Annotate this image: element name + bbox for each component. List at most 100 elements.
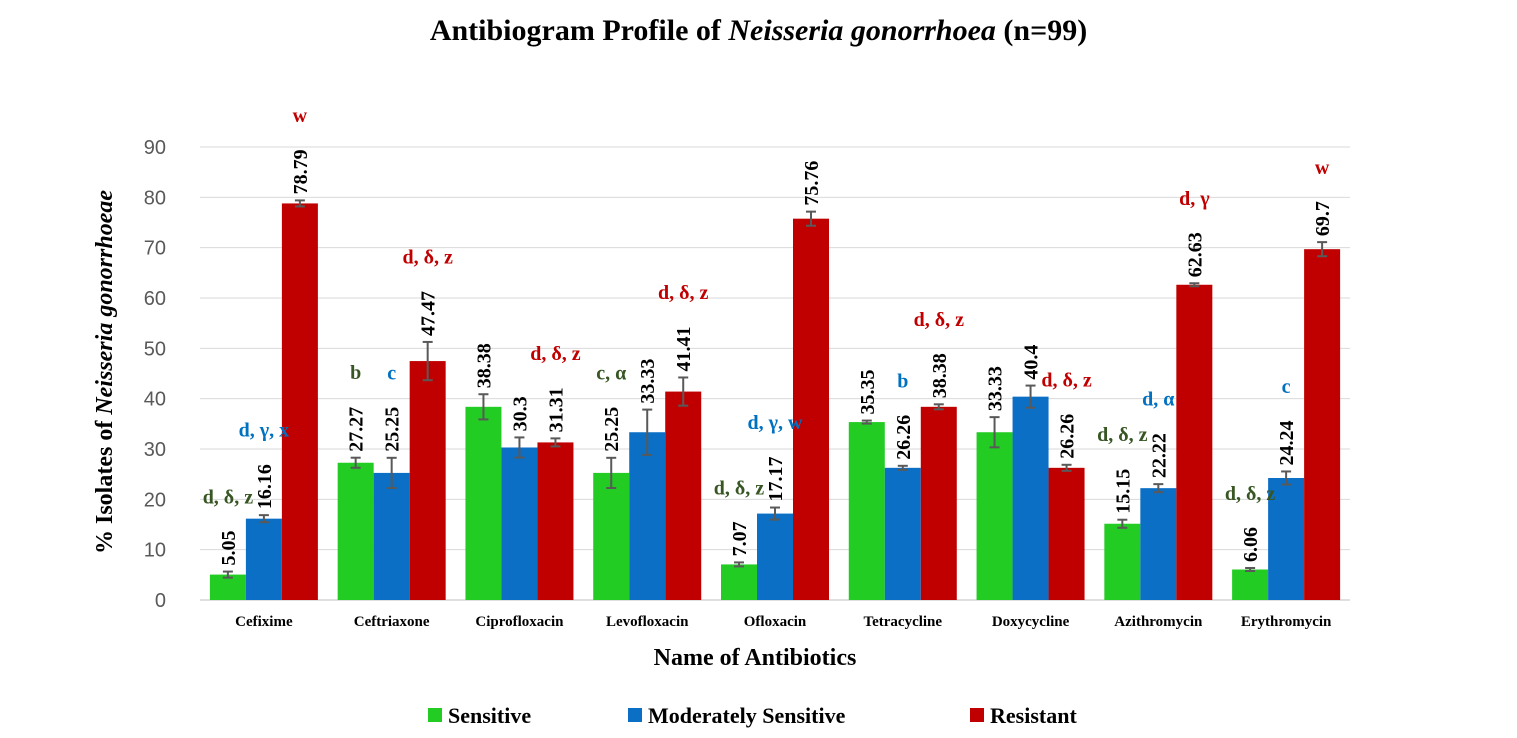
significance-annotation: d, γ [1179,188,1210,210]
error-bars [222,199,1328,579]
data-label: 26.26 [893,415,915,460]
bar [1176,284,1213,600]
bar [209,574,246,600]
bar [1268,477,1305,600]
bar [337,462,374,600]
significance-annotation: w [1315,157,1330,179]
x-axis-categories: Cefixime Ceftriaxone Ciprofloxacin Levoflox… [235,614,1332,630]
data-label: 24.24 [1276,420,1298,465]
chart-title-italic: Neisseria gonorrhoea [728,14,996,47]
data-label: 27.27 [346,407,368,452]
x-category-label: Ciprofloxacin [475,614,564,630]
bar [1232,569,1269,600]
bar [629,432,666,600]
legend-swatch [628,708,642,722]
bar [757,513,793,600]
x-category-label: Erythromycin [1241,614,1332,630]
bar [537,442,574,600]
data-label: 25.25 [601,407,623,452]
bar [501,447,538,600]
y-axis-title-italic: Neisseria gonorrhoeae [92,190,118,416]
data-label: 30.3 [509,396,531,431]
significance-annotation: d, δ, z [914,309,965,331]
y-axis-ticks: 0 10 20 30 40 50 60 70 80 90 [144,137,166,612]
legend-swatch [428,708,442,722]
bar [1140,488,1177,600]
x-category-label: Azithromycin [1114,614,1203,630]
data-label: 41.41 [673,326,695,371]
bar [1304,249,1341,600]
y-tick-label: 70 [144,238,166,260]
data-label: 5.05 [218,531,240,566]
significance-annotation: b [350,362,361,384]
significance-annotation: c [387,362,396,384]
legend: Sensitive Moderately Sensitive Resistant [428,703,1077,728]
bar [848,422,885,600]
data-label: 15.15 [1112,469,1134,514]
bar [920,406,957,600]
data-label: 40.4 [1021,345,1043,380]
data-label: 38.38 [929,353,951,398]
bar [409,361,446,600]
bar [593,472,630,600]
significance-annotation: d, δ, z [1097,424,1148,446]
significance-annotation: c, α [596,362,626,384]
x-category-label: Doxycycline [992,614,1070,630]
x-category-label: Levofloxacin [606,614,689,630]
chart-title-suffix: (n=99) [995,14,1088,47]
data-label: 69.7 [1312,201,1334,236]
y-axis-title-prefix: % Isolates of [92,415,118,554]
data-label: 35.35 [857,370,879,415]
bar [1104,523,1141,600]
significance-annotation: d, δ, z [1225,483,1276,505]
data-label: 47.47 [418,291,440,336]
bar [245,518,282,600]
y-tick-label: 40 [144,389,166,411]
data-label: 62.63 [1184,232,1206,277]
data-label: 22.22 [1148,433,1170,478]
bar [1012,396,1049,600]
significance-annotation: d, δ, z [203,487,254,509]
data-label: 33.33 [985,366,1007,411]
x-category-label: Ofloxacin [744,614,807,630]
data-label: 17.17 [765,457,787,502]
y-axis-title: % Isolates of Neisseria gonorrhoeae [92,190,118,554]
bar [465,406,502,600]
y-tick-label: 90 [144,137,166,159]
bars [209,203,1341,601]
significance-annotation: c [1282,376,1291,398]
significance-annotation: b [897,370,908,392]
bar [665,391,702,600]
y-tick-label: 20 [144,489,166,511]
bar [373,472,410,600]
significance-annotations: d, δ, z d, γ, x w b c d, δ, z d, δ, z c, α d, δ,… [203,105,1330,509]
legend-label: Sensitive [448,703,531,728]
data-labels: 5.05 16.16 78.79 27.27 25.25 47.47 38.38 30.3 31… [218,149,1334,565]
significance-annotation: w [293,105,308,127]
data-label: 38.38 [473,343,495,388]
significance-annotation: d, δ, z [530,343,581,365]
bar [884,467,921,600]
data-label: 75.76 [801,161,823,206]
x-axis-title: Name of Antibiotics [654,645,857,671]
significance-annotation: d, δ, z [1041,369,1092,391]
significance-annotation: d, γ, w [748,412,803,434]
bar [976,432,1013,600]
legend-swatch [970,708,984,722]
chart-title: Antibiogram Profile of Neisseria gonorrh… [0,14,1517,48]
data-label: 25.25 [382,407,404,452]
significance-annotation: d, δ, z [714,477,765,499]
x-category-label: Ceftriaxone [354,614,430,630]
significance-annotation: d, δ, z [658,282,709,304]
bar [721,564,757,600]
legend-label: Resistant [990,703,1077,728]
data-label: 7.07 [729,521,751,556]
x-category-label: Cefixime [235,614,293,630]
x-category-label: Tetracycline [863,614,942,630]
data-label: 33.33 [637,359,659,404]
significance-annotation: d, α [1142,389,1174,411]
data-label: 16.16 [254,464,276,509]
legend-label: Moderately Sensitive [648,703,846,728]
significance-annotation: d, δ, z [402,246,453,268]
